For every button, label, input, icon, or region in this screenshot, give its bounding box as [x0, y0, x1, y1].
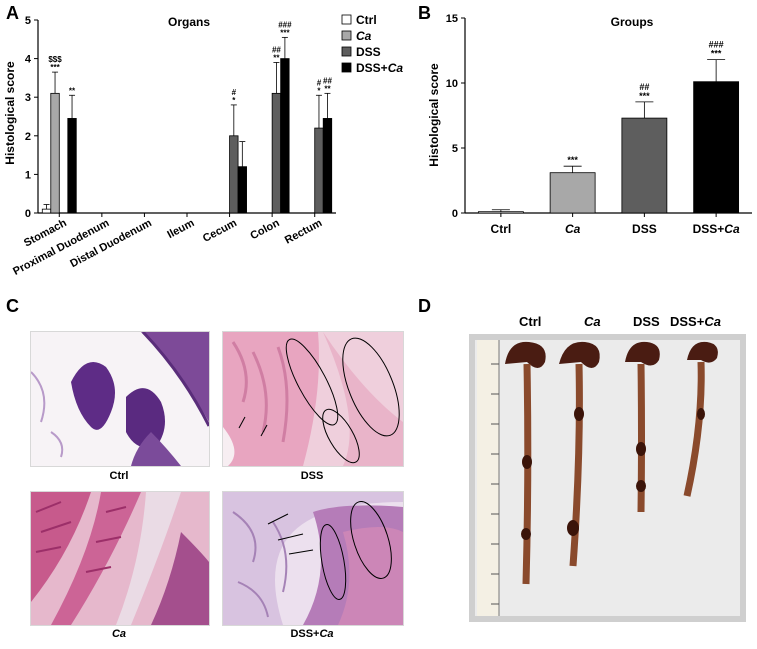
histology-label-dss-ca-italic: Ca	[319, 628, 334, 640]
chart-a-legend-label: Ca	[356, 29, 372, 43]
chart-a-bar	[322, 118, 333, 214]
chart-a-xtick-label: Cecum	[201, 217, 239, 245]
histology-label-ctrl: Ctrl	[109, 470, 129, 482]
chart-a-significance: #	[232, 88, 237, 97]
chart-a-title: Organs	[168, 15, 210, 29]
chart-b-ylabel: Histological score	[427, 63, 441, 167]
chart-b-xtick-label: Ctrl	[491, 222, 512, 236]
chart-a-ylabel: Histological score	[3, 61, 17, 165]
chart-a-ytick-label: 1	[25, 169, 31, 181]
histology-label-dss-ca: DSS+Ca	[222, 628, 402, 640]
chart-b-significance: ##	[639, 82, 649, 92]
chart-b-significance: ***	[639, 91, 650, 101]
chart-b-xtick-label: DSS+Ca	[693, 222, 740, 236]
chart-a-significance: *	[317, 86, 321, 95]
colon-dss-ca	[683, 341, 718, 497]
chart-a-legend-swatch	[341, 30, 352, 41]
histology-image-dss	[222, 331, 404, 467]
histology-image-ca	[30, 491, 210, 626]
chart-a-significance: ##	[272, 45, 281, 54]
chart-a-xtick-label: Ileum	[165, 217, 196, 241]
panel-letter-b: B	[418, 3, 431, 23]
chart-a-significance: ***	[280, 28, 290, 37]
chart-a-ytick-label: 2	[25, 131, 31, 143]
chart-a-bar	[50, 92, 60, 214]
chart-a-xtick-label: Colon	[248, 217, 281, 242]
photo-label-ca: Ca	[584, 314, 601, 329]
chart-b-ytick-label: 15	[446, 13, 458, 25]
chart-a-significance: #	[317, 78, 322, 87]
panel-letter-d: D	[418, 296, 431, 316]
organs-bar-chart: Organs Histological score 012345StomachP…	[3, 13, 403, 278]
chart-a-bar	[237, 166, 247, 214]
histology-image-ctrl	[30, 331, 210, 467]
chart-b-ytick-label: 5	[452, 143, 458, 155]
panel-letter-a: A	[6, 3, 19, 23]
groups-bar-chart: Groups Histological score 0 5 10 15 Ctrl Ca **…	[427, 13, 752, 236]
chart-b-bar	[621, 117, 668, 214]
chart-a-legend-label: DSS	[356, 45, 381, 59]
chart-a-significance: **	[324, 84, 331, 93]
colon-photo	[469, 334, 746, 622]
chart-b-significance: ***	[567, 155, 578, 165]
chart-b-bar	[477, 211, 524, 214]
colon-ca	[559, 341, 600, 567]
chart-a-legend-label: Ctrl	[356, 13, 377, 27]
chart-a-significance: ***	[50, 63, 60, 72]
colon-dss	[625, 341, 660, 513]
chart-b-significance: ***	[711, 49, 722, 59]
chart-a-legend-label: DSS+Ca	[356, 61, 403, 75]
chart-b-title: Groups	[611, 15, 654, 29]
chart-a-significance: *	[232, 96, 236, 105]
chart-a-bar	[280, 58, 290, 214]
chart-b-ytick-label: 10	[446, 78, 458, 90]
chart-a-bar	[41, 208, 52, 214]
chart-a-bar	[271, 92, 282, 214]
photo-label-dss: DSS	[633, 314, 660, 329]
chart-b-bar	[549, 172, 596, 214]
photo-label-ctrl: Ctrl	[519, 314, 542, 329]
chart-a-bar	[229, 135, 239, 214]
chart-b-xtick-label: DSS	[632, 222, 657, 236]
panel-letter-c: C	[6, 296, 19, 316]
histology-label-dss: DSS	[300, 470, 324, 482]
chart-a-bar	[67, 118, 77, 214]
chart-b-ytick-label: 0	[452, 208, 458, 220]
chart-b-xtick-label: Ca	[565, 222, 581, 236]
ruler	[477, 340, 499, 616]
histology-label-ca: Ca	[29, 628, 209, 640]
chart-a-legend-swatch	[341, 62, 352, 73]
chart-b-significance: ###	[709, 40, 724, 50]
ruler-ticks	[491, 363, 499, 605]
chart-a-significance: ###	[278, 20, 292, 29]
histology-image-dss-ca	[222, 491, 404, 626]
chart-b-bar	[693, 81, 740, 214]
chart-a-significance: **	[273, 53, 280, 62]
chart-a-xtick-label: Rectum	[283, 217, 324, 247]
photo-label-dss-ca: DSS+Ca	[670, 314, 721, 329]
chart-a-ytick-label: 0	[25, 208, 31, 220]
chart-a-ytick-label: 5	[25, 15, 31, 27]
histology-label-ca-italic: Ca	[111, 628, 127, 640]
chart-a-ytick-label: 3	[25, 92, 31, 104]
histology-label-dss-ca-main: DSS+	[290, 628, 320, 640]
colon-ctrl	[505, 341, 546, 585]
chart-a-significance: $$$	[48, 55, 62, 64]
chart-a-significance: **	[69, 86, 76, 95]
chart-a-legend-swatch	[341, 14, 352, 25]
chart-a-bar	[314, 127, 324, 214]
chart-a-ytick-label: 4	[25, 54, 32, 66]
chart-a-legend-swatch	[341, 46, 352, 57]
chart-a-significance: ##	[323, 76, 332, 85]
